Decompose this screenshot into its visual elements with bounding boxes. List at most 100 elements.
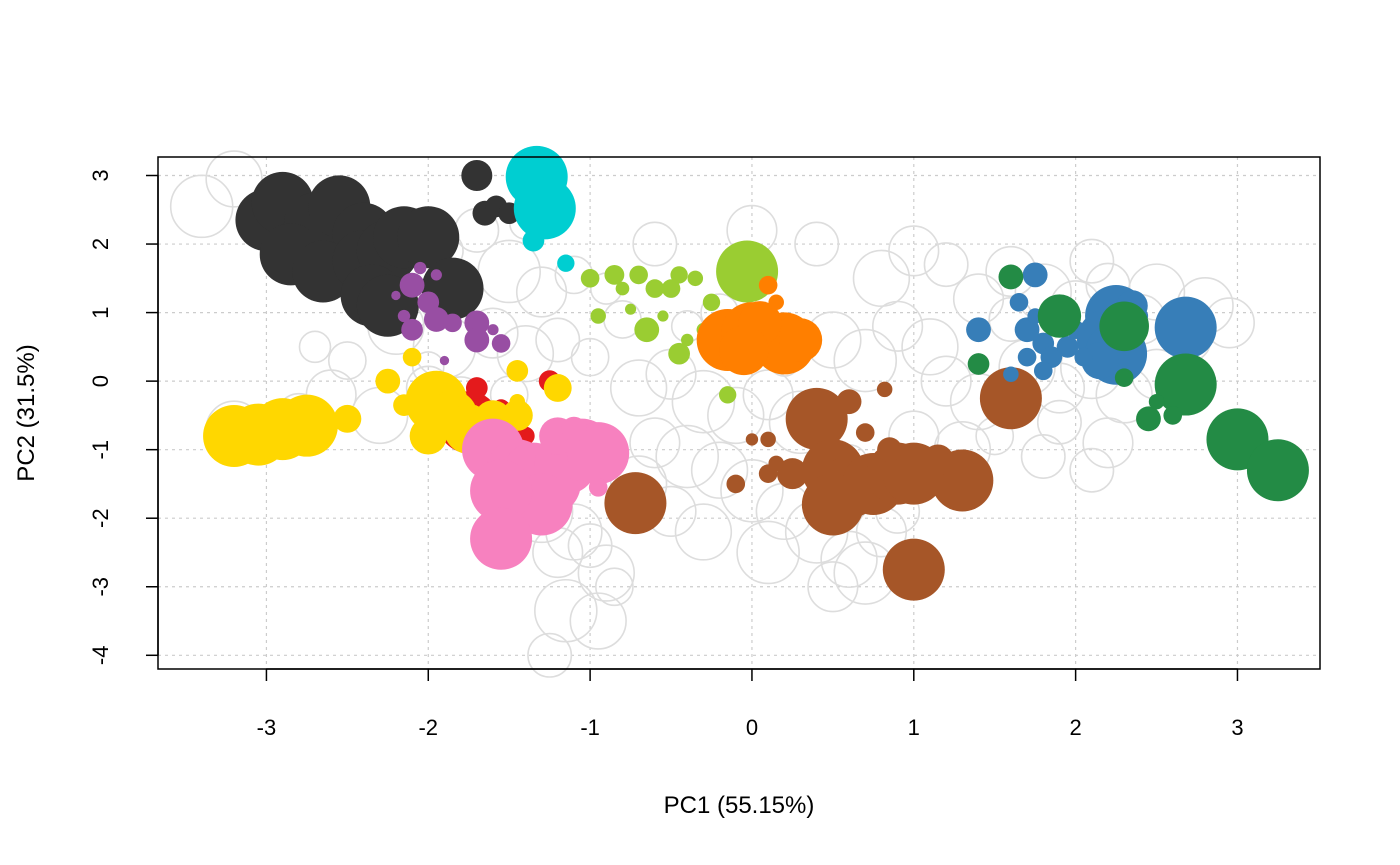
data-point <box>470 459 533 522</box>
data-point <box>1154 296 1217 359</box>
data-point <box>439 355 450 366</box>
data-point <box>401 318 423 341</box>
y-tick-label: -1 <box>88 440 113 460</box>
data-point <box>557 254 575 272</box>
data-point <box>1033 361 1053 381</box>
data-point <box>1017 347 1037 367</box>
background-point <box>496 325 555 383</box>
background-point <box>671 369 736 434</box>
background-point <box>742 369 794 421</box>
background-point <box>1020 434 1066 480</box>
data-point <box>855 423 875 442</box>
background-point <box>298 330 332 364</box>
data-point <box>409 417 447 455</box>
data-point <box>1099 301 1149 352</box>
data-point <box>785 387 848 450</box>
series-1 <box>505 145 576 272</box>
data-point <box>580 269 600 288</box>
background-point <box>169 174 234 239</box>
data-point <box>1154 353 1217 416</box>
x-axis: -3 -2 -1 0 1 2 3 <box>257 668 1244 740</box>
background-point <box>690 441 749 499</box>
data-point <box>1148 393 1165 410</box>
background-point <box>535 317 581 363</box>
background-point <box>629 417 681 469</box>
series-8 <box>604 367 1042 601</box>
data-point <box>967 353 990 375</box>
data-point <box>487 324 499 336</box>
data-point <box>979 367 1042 430</box>
data-point <box>1056 336 1079 358</box>
data-point <box>998 264 1024 290</box>
data-point <box>1163 406 1183 425</box>
background-point <box>577 544 635 602</box>
data-point <box>629 265 648 285</box>
background-point <box>720 458 784 523</box>
data-point <box>702 293 721 311</box>
data-point <box>465 377 488 399</box>
data-point <box>399 272 425 298</box>
background-point <box>952 273 1005 325</box>
data-point <box>470 507 533 570</box>
data-point <box>760 431 776 448</box>
data-point <box>657 310 669 322</box>
data-point <box>768 455 784 472</box>
data-point <box>501 399 533 431</box>
background-point <box>655 424 720 489</box>
data-point <box>876 381 893 398</box>
background-point <box>534 578 598 643</box>
data-point <box>966 317 991 343</box>
data-point <box>687 270 704 287</box>
y-tick-label: 1 <box>88 306 113 318</box>
x-tick-label: 3 <box>1231 715 1243 740</box>
background-point <box>674 503 733 561</box>
background-point <box>820 530 878 589</box>
data-point <box>430 269 442 281</box>
data-point <box>443 313 462 333</box>
background-point <box>1036 399 1082 445</box>
data-point <box>464 310 490 336</box>
background-point <box>327 341 367 380</box>
y-tick-label: -2 <box>88 508 113 528</box>
background-point <box>794 221 840 267</box>
series-6 <box>203 347 572 467</box>
background-point <box>920 355 972 407</box>
data-point <box>413 261 427 275</box>
data-point <box>561 416 587 442</box>
data-point <box>423 307 449 332</box>
data-point <box>397 206 460 269</box>
background-point <box>852 249 911 308</box>
data-point <box>506 359 529 382</box>
data-point <box>615 281 630 296</box>
colored-series-points <box>203 145 1309 601</box>
x-tick-label: -3 <box>257 715 277 740</box>
x-axis-title: PC1 (55.15%) <box>664 792 815 819</box>
data-point <box>275 394 338 457</box>
y-tick-label: 3 <box>88 169 113 181</box>
background-point <box>569 592 627 650</box>
data-point <box>375 368 401 394</box>
data-point <box>509 393 526 410</box>
y-tick-label: 0 <box>88 375 113 387</box>
series-0 <box>235 160 521 337</box>
series-3 <box>696 275 823 376</box>
x-tick-label: 0 <box>746 715 758 740</box>
series-4 <box>391 261 511 366</box>
data-point <box>333 404 362 433</box>
data-point <box>758 275 778 295</box>
background-point <box>872 300 924 352</box>
background-point <box>1069 238 1115 284</box>
y-tick-label: 2 <box>88 238 113 250</box>
data-point <box>634 317 660 343</box>
data-point <box>543 374 572 402</box>
background-point <box>594 567 634 607</box>
x-tick-label: 1 <box>908 715 920 740</box>
background-point <box>527 632 573 678</box>
data-point <box>645 279 665 298</box>
x-tick-label: 2 <box>1069 715 1081 740</box>
data-point <box>668 342 690 365</box>
data-point <box>882 538 945 601</box>
background-point <box>205 150 263 208</box>
data-point <box>778 318 823 362</box>
